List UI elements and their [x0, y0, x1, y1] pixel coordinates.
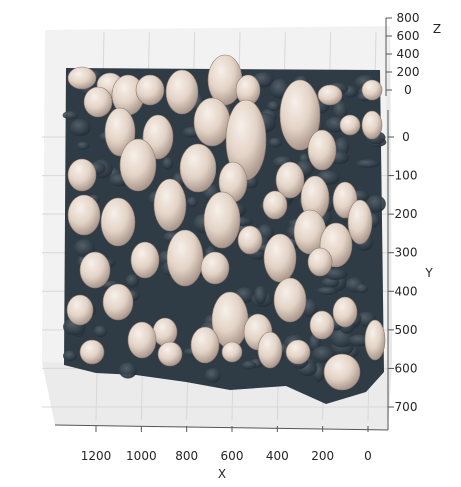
z-tick-label: 200: [397, 65, 420, 79]
y-tick-label: 300: [395, 246, 418, 260]
mushroom-cap: [157, 341, 183, 367]
mushroom-cap: [83, 86, 113, 118]
mushroom-cap: [307, 129, 337, 171]
x-tick-label: 1000: [126, 449, 157, 463]
mushroom-cap: [221, 341, 243, 363]
x-axis-line: [54, 424, 389, 431]
mushroom-cap: [203, 191, 241, 249]
substrate-stone: [162, 157, 174, 170]
mushroom-cap: [130, 241, 160, 279]
z-tick-label: 400: [397, 47, 420, 61]
mushroom-cap: [317, 84, 343, 106]
y-tick-label: 700: [395, 400, 418, 414]
mushroom-cap: [165, 69, 199, 115]
substrate-stone: [316, 286, 338, 295]
mushroom-cap: [135, 74, 165, 106]
y-tick-label: 0: [402, 130, 410, 144]
substrate-stone: [118, 362, 137, 379]
substrate-stone: [241, 360, 257, 370]
substrate-stone: [74, 239, 96, 258]
mushroom-cap: [257, 331, 283, 369]
mushroom-cap: [361, 110, 383, 140]
mushroom-cap: [262, 190, 288, 220]
mushroom-cap: [309, 310, 335, 340]
substrate-stone: [355, 159, 380, 168]
mushroom-cap: [275, 161, 305, 199]
mushroom-cap: [67, 158, 97, 192]
x-tick-label: 600: [221, 449, 244, 463]
x-tick-label: 800: [175, 449, 198, 463]
y-axis-label: Y: [424, 266, 433, 280]
y-tick-label: 500: [395, 323, 418, 337]
mushroom-cap: [263, 233, 297, 283]
substrate-stone: [76, 141, 90, 150]
x-tick-label: 400: [266, 449, 289, 463]
mushroom-caps: [66, 54, 386, 391]
mushroom-cap: [67, 66, 97, 90]
z-tick-label: 0: [404, 83, 412, 97]
mushroom-cap: [237, 225, 263, 255]
mushroom-cap: [190, 326, 220, 364]
mushroom-cap: [179, 143, 217, 193]
y-tick-label: 600: [395, 361, 418, 375]
substrate-stone: [93, 325, 108, 338]
substrate-stone: [366, 195, 386, 213]
mushroom-cap: [153, 178, 187, 232]
x-tick-label: 1200: [81, 449, 112, 463]
mushroom-cap: [332, 296, 358, 328]
substrate-stone: [267, 101, 280, 112]
mushroom-cap: [152, 317, 178, 347]
mushroom-cap: [79, 251, 111, 289]
y-tick-label: 100: [395, 169, 418, 183]
mushroom-cap: [347, 199, 373, 245]
mushroom-cap: [127, 321, 157, 359]
x-tick-label: 0: [364, 449, 372, 463]
mushroom-cap: [166, 229, 204, 287]
mushroom-cap: [285, 339, 311, 365]
mushroom-cap: [207, 54, 243, 106]
mushroom-cap: [79, 339, 105, 365]
mushroom-cap: [279, 79, 321, 151]
substrate-stone: [355, 283, 369, 294]
mushroom-cap: [66, 294, 94, 326]
mushroom-cap: [339, 114, 361, 136]
substrate-stone: [312, 346, 335, 363]
substrate-stone: [323, 268, 348, 280]
substrate-stone: [125, 274, 139, 288]
mushroom-cap: [102, 283, 134, 321]
mushroom-cap: [361, 79, 383, 101]
mushroom-cap: [273, 277, 307, 323]
mushroom-cap: [67, 194, 101, 236]
substrate-stone: [333, 100, 348, 120]
substrate-stone: [62, 350, 78, 362]
mushroom-cap: [307, 247, 333, 277]
mushroom-cap: [119, 138, 157, 192]
substrate-stone: [254, 285, 267, 305]
tick-labels: 1200 1000 800 600 400 200 0 0 100 200 300 400 500 600…: [81, 11, 420, 463]
substrate-stone: [186, 196, 198, 208]
substrate-stone: [204, 368, 222, 383]
axes: [54, 17, 394, 432]
point-cloud-surface: [62, 54, 387, 404]
z-tick-label: 600: [397, 29, 420, 43]
x-tick-label: 200: [311, 449, 334, 463]
z-tick-label: 800: [397, 11, 420, 25]
y-tick-label: 200: [395, 207, 418, 221]
y-tick-label: 400: [395, 284, 418, 298]
z-axis-label: Z: [433, 22, 441, 36]
mushroom-cap: [364, 319, 386, 361]
mushroom-cap: [100, 197, 136, 247]
substrate-stone: [69, 119, 91, 137]
substrate-stone: [62, 111, 79, 120]
substrate-stone: [268, 137, 283, 148]
mushroom-cap: [200, 251, 230, 285]
mushroom-cap: [193, 97, 231, 147]
mushroom-cap: [323, 353, 361, 391]
x-axis-label: X: [218, 467, 226, 481]
